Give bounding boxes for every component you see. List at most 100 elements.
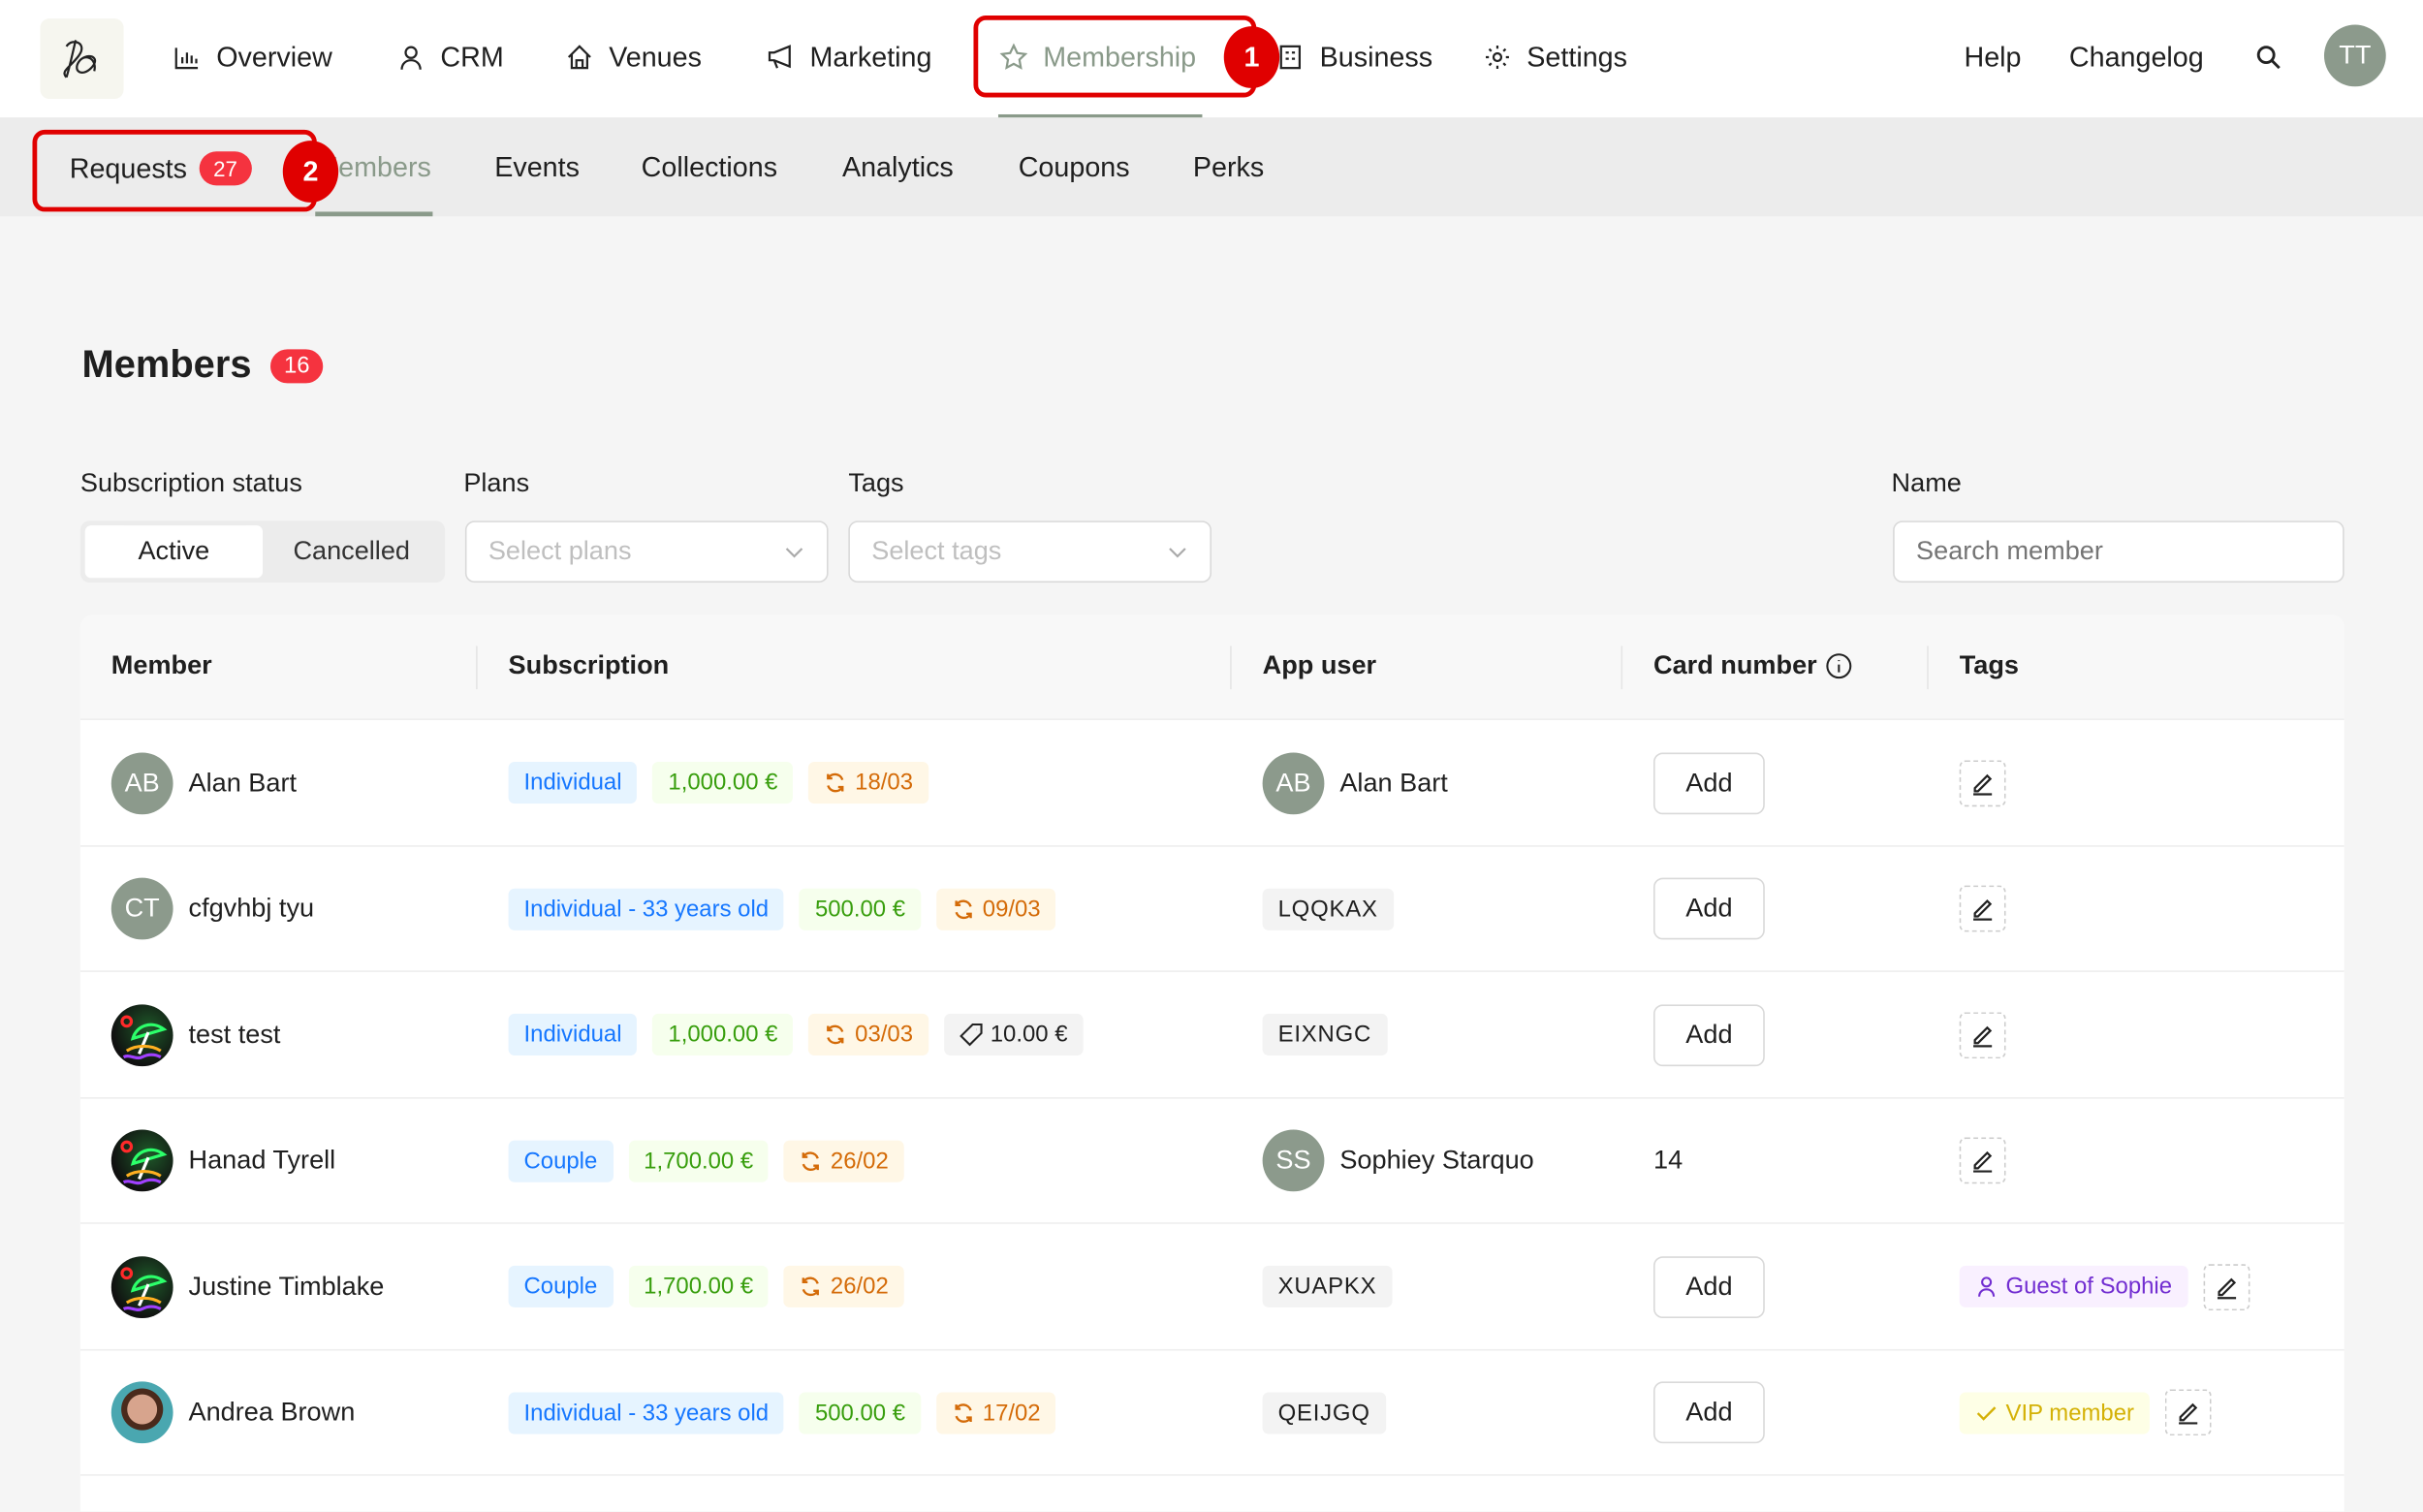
- add-card-button[interactable]: Add: [1653, 752, 1765, 814]
- search-member-input[interactable]: [1893, 520, 2344, 583]
- member-cell: Hanad Tyrell: [110, 1098, 336, 1224]
- invite-code: QEIJGQ: [1262, 1392, 1386, 1434]
- edit-icon: [2217, 1277, 2236, 1300]
- table-row[interactable]: CT cfgvhbj tyu Individual - 33 years old 5…: [79, 846, 2344, 972]
- nav-settings[interactable]: Settings: [1484, 37, 1627, 77]
- plan-tag: Individual: [508, 1014, 638, 1056]
- check-icon: [1976, 1405, 1997, 1421]
- help-link[interactable]: Help: [1964, 37, 2021, 77]
- tags-select[interactable]: Select tags: [848, 520, 1212, 583]
- app-user-cell: SS Sophiey Starquo: [1262, 1098, 1534, 1224]
- tags-cell: [1959, 1098, 2006, 1224]
- table-row[interactable]: AB Alan Bart Individual 1,000.00 € 18/03 AB…: [79, 720, 2344, 846]
- renewal-tag: 26/02: [784, 1140, 904, 1182]
- nav-label: CRM: [440, 41, 504, 73]
- add-card-button[interactable]: Add: [1653, 1381, 1765, 1444]
- active-nav-indicator: [997, 113, 1203, 119]
- app-user-cell: XUAPKX: [1262, 1224, 1393, 1350]
- member-name[interactable]: Justine Timblake: [188, 1271, 385, 1302]
- edit-tags-button[interactable]: [2202, 1263, 2250, 1310]
- search-button[interactable]: [2254, 37, 2282, 77]
- add-card-button[interactable]: Add: [1653, 1255, 1765, 1318]
- plan-tag: Individual: [508, 762, 638, 804]
- status-active-option[interactable]: Active: [84, 525, 264, 579]
- header-tags[interactable]: Tags: [1959, 650, 2019, 680]
- member-tag-label: VIP member: [2005, 1400, 2135, 1427]
- nav-crm[interactable]: CRM: [397, 37, 504, 77]
- app-user-avatar: SS: [1262, 1129, 1325, 1192]
- tab-coupons[interactable]: Coupons: [1019, 151, 1130, 183]
- edit-tags-button[interactable]: [1959, 885, 2006, 932]
- column-divider: [1927, 646, 1929, 690]
- changelog-link[interactable]: Changelog: [2069, 37, 2204, 77]
- edit-tags-button[interactable]: [2164, 1389, 2212, 1436]
- tags-cell: VIP member: [1959, 1350, 2212, 1476]
- invite-code: EIXNGC: [1262, 1014, 1387, 1056]
- card-number-cell: Add: [1653, 1224, 1765, 1350]
- gear-icon: [1486, 46, 1509, 69]
- status-cancelled-option[interactable]: Cancelled: [293, 536, 410, 566]
- nav-marketing[interactable]: Marketing: [767, 37, 931, 77]
- member-cell: Justine Timblake: [110, 1224, 385, 1350]
- app-user-avatar: AB: [1262, 752, 1325, 814]
- table-header: Member Subscription App user Card number…: [79, 614, 2344, 720]
- edit-icon: [1973, 773, 1993, 796]
- renewal-tag: 26/02: [784, 1266, 904, 1308]
- user-avatar[interactable]: TT: [2323, 24, 2386, 87]
- header-member[interactable]: Member: [110, 650, 212, 680]
- header-subscription[interactable]: Subscription: [508, 650, 670, 680]
- megaphone-icon: [768, 45, 791, 69]
- table-row[interactable]: test test Individual 1,000.00 € 03/03 10.00…: [79, 972, 2344, 1098]
- renewal-date: 09/03: [982, 896, 1041, 923]
- header-card-number-label: Card number: [1653, 650, 1817, 680]
- plans-select[interactable]: Select plans: [464, 520, 829, 583]
- renewal-date: 26/02: [830, 1274, 889, 1301]
- member-cell: CT cfgvhbj tyu: [110, 846, 315, 972]
- member-name[interactable]: Andrea Brown: [188, 1397, 356, 1428]
- member-name[interactable]: Hanad Tyrell: [188, 1145, 336, 1176]
- logo[interactable]: [40, 18, 124, 100]
- edit-tags-button[interactable]: [1959, 1011, 2006, 1058]
- app-user-cell: AB Alan Bart: [1262, 720, 1448, 846]
- app-user-name: Alan Bart: [1339, 768, 1448, 798]
- invite-code: LQQKAX: [1262, 888, 1394, 930]
- edit-tags-button[interactable]: [1959, 760, 2006, 806]
- header-app-user[interactable]: App user: [1262, 650, 1377, 680]
- table-row[interactable]: Hanad Tyrell Couple 1,700.00 € 26/02 SS Sop…: [79, 1098, 2344, 1224]
- nav-business[interactable]: Business: [1276, 37, 1432, 77]
- nav-venues[interactable]: Venues: [566, 37, 702, 77]
- table-row[interactable]: Andrea Brown Individual - 33 years old 50…: [79, 1350, 2344, 1476]
- tab-analytics[interactable]: Analytics: [842, 151, 954, 183]
- plan-tag: Individual - 33 years old: [508, 888, 785, 930]
- table-row[interactable]: Justine Timblake Couple 1,700.00 € 26/02 X…: [79, 1224, 2344, 1350]
- add-card-button[interactable]: Add: [1653, 1003, 1765, 1066]
- tab-events[interactable]: Events: [494, 151, 580, 183]
- info-icon[interactable]: [1825, 652, 1853, 680]
- nav-label: Overview: [216, 41, 332, 73]
- subscription-cell: Couple 1,700.00 € 26/02: [508, 1098, 904, 1224]
- bar-chart-icon: [174, 47, 199, 70]
- status-filter-label: Subscription status: [79, 468, 302, 498]
- nav-overview[interactable]: Overview: [173, 37, 332, 77]
- member-avatar: CT: [110, 878, 173, 940]
- member-name[interactable]: Alan Bart: [188, 768, 298, 798]
- tab-collections[interactable]: Collections: [642, 151, 777, 183]
- plans-filter-label: Plans: [463, 468, 530, 498]
- renewal-date: 18/03: [855, 770, 914, 797]
- app-user-cell: LQQKAX: [1262, 846, 1394, 972]
- tab-requests-overlay[interactable]: Requests 27: [70, 151, 252, 186]
- member-cell: Andrea Brown: [110, 1350, 356, 1476]
- tab-perks[interactable]: Perks: [1193, 151, 1264, 183]
- edit-tags-button[interactable]: [1959, 1137, 2006, 1184]
- add-card-button[interactable]: Add: [1653, 878, 1765, 940]
- column-divider: [476, 646, 478, 690]
- nav-membership[interactable]: Membership: [999, 37, 1196, 77]
- header-card-number[interactable]: Card number: [1653, 650, 1852, 681]
- member-name[interactable]: test test: [188, 1019, 281, 1050]
- edit-icon: [1973, 899, 1993, 922]
- column-divider: [1621, 646, 1623, 690]
- member-name[interactable]: cfgvhbj tyu: [188, 893, 315, 924]
- app-user-cell: QEIJGQ: [1262, 1350, 1386, 1476]
- renewal-date: 03/03: [855, 1022, 914, 1049]
- member-cell: AB Alan Bart: [110, 720, 298, 846]
